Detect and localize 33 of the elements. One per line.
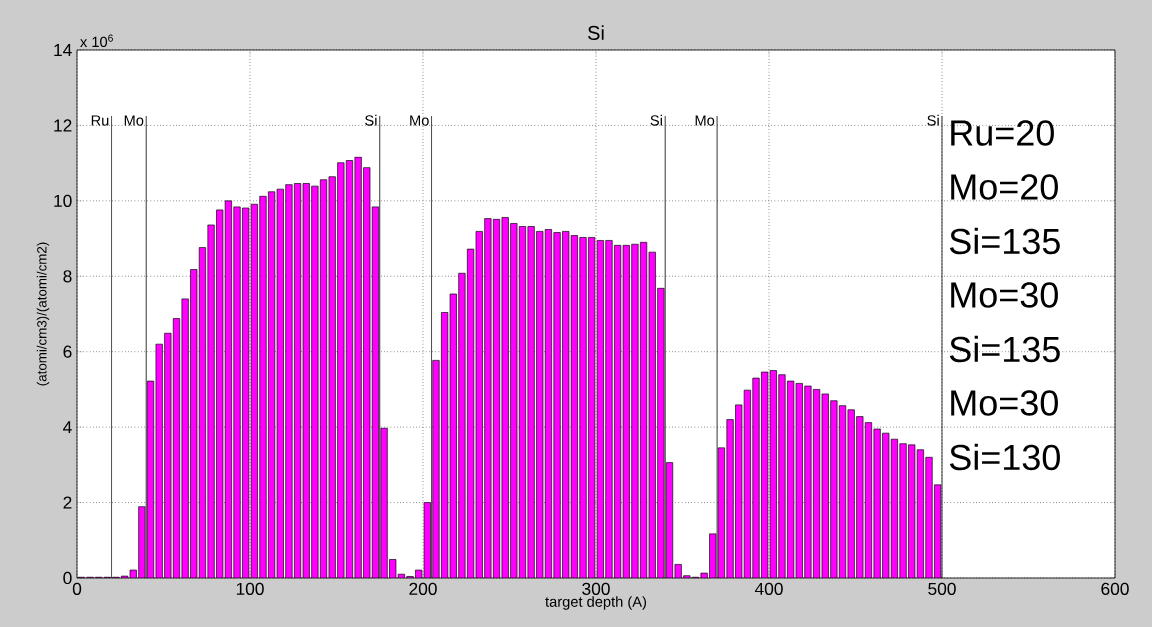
annotation: Si=135 xyxy=(949,227,1060,255)
ref-line-label: Ru xyxy=(91,115,109,126)
annotation: Si=135 xyxy=(949,335,1060,363)
x-tick-label: 600 xyxy=(1101,582,1129,595)
x-tick-label: 200 xyxy=(409,582,437,595)
y-tick-label: 10 xyxy=(54,194,72,207)
y-tick-label: 12 xyxy=(54,119,72,132)
annotation: Mo=30 xyxy=(951,282,1058,308)
ref-line-label: Si xyxy=(650,114,662,126)
ref-line-label: Mo xyxy=(410,115,429,126)
ref-line-label: Mo xyxy=(695,115,715,126)
chart-title: Si xyxy=(588,25,604,40)
ref-line-label: Si xyxy=(927,114,939,126)
ref-line-label: Mo xyxy=(124,115,144,126)
x-tick-label: 0 xyxy=(72,582,82,595)
annotation: Mo=20 xyxy=(951,174,1058,200)
y-tick-label: 4 xyxy=(63,421,72,434)
x-tick-label: 500 xyxy=(928,582,956,595)
x-axis-title: target depth (A) xyxy=(545,596,647,610)
ref-line-label: Si xyxy=(365,114,377,126)
text: x 10$^{6}$ xyxy=(80,34,113,48)
y-axis-title: (atomi/cm3)/(atomi/cm2) xyxy=(36,242,50,386)
annotation: Ru=20 xyxy=(951,120,1054,146)
y-tick-label: 0 xyxy=(63,571,72,585)
x-tick-label: 400 xyxy=(754,582,783,595)
y-tick-label: 8 xyxy=(63,270,72,283)
x-tick-label: 300 xyxy=(582,582,610,595)
y-tick-label: 2 xyxy=(63,496,72,509)
annotation: Mo=30 xyxy=(951,390,1058,416)
annotation: Si=130 xyxy=(949,443,1060,471)
y-tick-label: 14 xyxy=(54,44,72,56)
x-tick-label: 100 xyxy=(236,582,264,595)
y-tick-label: 6 xyxy=(63,345,72,358)
